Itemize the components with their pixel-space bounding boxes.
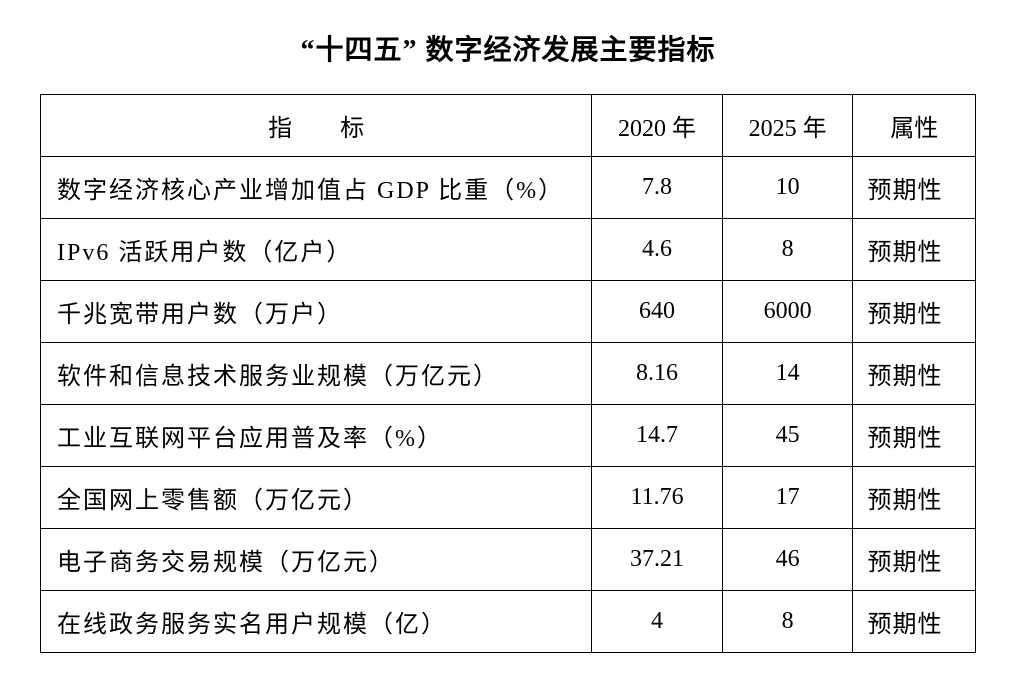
cell-2020: 640 [592, 281, 723, 343]
table-row: 在线政务服务实名用户规模（亿） 4 8 预期性 [41, 591, 976, 653]
cell-2020: 14.7 [592, 405, 723, 467]
cell-attr: 预期性 [853, 157, 976, 219]
cell-indicator: 工业互联网平台应用普及率（%） [41, 405, 592, 467]
cell-2025: 14 [722, 343, 853, 405]
table-row: IPv6 活跃用户数（亿户） 4.6 8 预期性 [41, 219, 976, 281]
col-header-2025: 2025 年 [722, 95, 853, 157]
cell-indicator: 千兆宽带用户数（万户） [41, 281, 592, 343]
cell-indicator: 在线政务服务实名用户规模（亿） [41, 591, 592, 653]
table-row: 电子商务交易规模（万亿元） 37.21 46 预期性 [41, 529, 976, 591]
cell-2020: 4 [592, 591, 723, 653]
cell-2025: 45 [722, 405, 853, 467]
table-row: 数字经济核心产业增加值占 GDP 比重（%） 7.8 10 预期性 [41, 157, 976, 219]
table-header-row: 指标 2020 年 2025 年 属性 [41, 95, 976, 157]
col-header-indicator: 指标 [41, 95, 592, 157]
table-row: 千兆宽带用户数（万户） 640 6000 预期性 [41, 281, 976, 343]
cell-2020: 37.21 [592, 529, 723, 591]
cell-attr: 预期性 [853, 343, 976, 405]
cell-attr: 预期性 [853, 529, 976, 591]
indicators-table: 指标 2020 年 2025 年 属性 数字经济核心产业增加值占 GDP 比重（… [40, 94, 976, 653]
cell-attr: 预期性 [853, 405, 976, 467]
col-header-attr: 属性 [853, 95, 976, 157]
cell-attr: 预期性 [853, 467, 976, 529]
cell-2020: 7.8 [592, 157, 723, 219]
page-title: “十四五” 数字经济发展主要指标 [40, 28, 976, 68]
cell-attr: 预期性 [853, 219, 976, 281]
cell-2025: 8 [722, 591, 853, 653]
cell-2020: 11.76 [592, 467, 723, 529]
cell-attr: 预期性 [853, 591, 976, 653]
cell-2025: 17 [722, 467, 853, 529]
table-row: 软件和信息技术服务业规模（万亿元） 8.16 14 预期性 [41, 343, 976, 405]
table-row: 全国网上零售额（万亿元） 11.76 17 预期性 [41, 467, 976, 529]
table-body: 数字经济核心产业增加值占 GDP 比重（%） 7.8 10 预期性 IPv6 活… [41, 157, 976, 653]
cell-indicator: IPv6 活跃用户数（亿户） [41, 219, 592, 281]
cell-2025: 6000 [722, 281, 853, 343]
cell-2020: 8.16 [592, 343, 723, 405]
cell-2025: 8 [722, 219, 853, 281]
cell-indicator: 电子商务交易规模（万亿元） [41, 529, 592, 591]
cell-2025: 10 [722, 157, 853, 219]
col-header-2020: 2020 年 [592, 95, 723, 157]
cell-indicator: 全国网上零售额（万亿元） [41, 467, 592, 529]
cell-indicator: 软件和信息技术服务业规模（万亿元） [41, 343, 592, 405]
cell-2020: 4.6 [592, 219, 723, 281]
cell-indicator: 数字经济核心产业增加值占 GDP 比重（%） [41, 157, 592, 219]
table-row: 工业互联网平台应用普及率（%） 14.7 45 预期性 [41, 405, 976, 467]
cell-2025: 46 [722, 529, 853, 591]
cell-attr: 预期性 [853, 281, 976, 343]
